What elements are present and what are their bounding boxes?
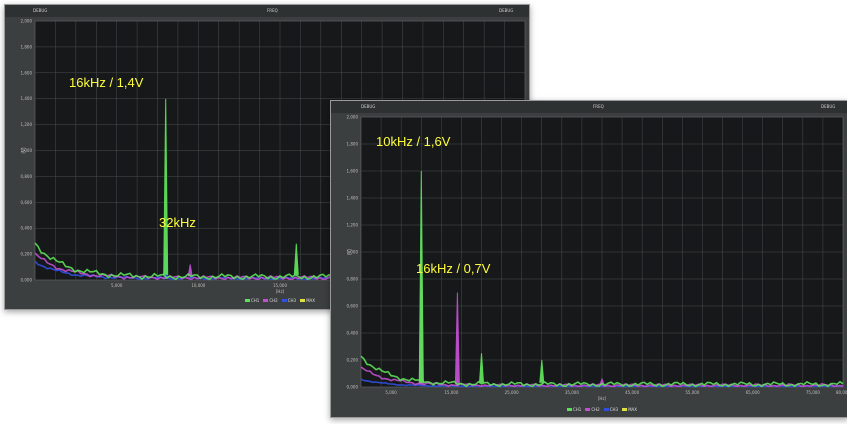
legend-item: CH2 [263,298,278,303]
y-tick-label: 1,600 [347,169,359,174]
y-tick-label: 0,000 [347,385,359,390]
y-tick-label: 1,000 [21,148,33,153]
title-left-text: DEBUG [33,8,48,13]
legend-left: CH1 CH2 CH3 MAX [245,298,315,303]
x-tick-label: 5,000 [111,283,123,288]
y-tick-label: 0,600 [21,200,33,205]
y-tick-label: 0,800 [347,277,359,282]
y-tick-label: 1,200 [347,223,359,228]
peak-mark [163,98,169,275]
y-tick-label: 0,400 [21,226,33,231]
legend-swatch [281,299,287,302]
y-axis-label: [V] [347,249,352,255]
peak-mark [454,292,460,385]
x-tick-label: 5,000 [385,390,397,395]
legend-swatch [300,299,306,302]
legend-item: CH3 [281,298,297,303]
x-tick-label: 55,000 [685,390,699,395]
annotation-16khz-left: 16kHz / 1,4V [69,75,144,90]
legend-swatch [567,408,572,411]
legend-label: CH1 [573,407,582,412]
legend-right: CH1 CH2 CH3 MAX [567,407,637,412]
legend-item: CH3 [603,407,619,412]
spectrum-window-right: DEBUG FREQ DEBUG 0,000 0,200 0,400 0,600 0,8… [330,100,847,418]
y-tick-label: 1,800 [21,44,33,49]
legend-item: CH2 [585,407,600,412]
peak-mark [187,264,193,277]
x-tick-label: 35,000 [565,390,579,395]
x-tick-label: 15,000 [273,283,287,288]
title-center-text: FREQ [267,8,278,13]
x-axis-label: [Hz] [598,396,607,401]
legend-swatch [245,299,250,302]
peak-mark [479,353,484,383]
annotation-16khz-right: 16kHz / 0,7V [416,261,491,276]
legend-label: CH2 [591,407,600,412]
y-tick-label: 1,400 [21,96,33,101]
y-tick-label: 1,000 [347,250,359,255]
peak-mark [539,359,545,383]
title-left-text: DEBUG [361,104,376,109]
spectrum-plot-right: 0,000 0,200 0,400 0,600 0,800 1,000 1,200 1,400… [347,115,847,402]
title-center-text: FREQ [593,104,604,109]
legend-swatch [603,408,609,411]
legend-label: MAX [306,298,316,303]
x-tick-label: 75,000 [806,390,820,395]
peak-mark [418,170,424,383]
x-tick-label: 80,000 [836,390,847,395]
series-line-ch1 [360,355,844,388]
y-tick-label: 0,200 [21,252,33,257]
y-tick-label: 0,600 [347,304,359,309]
y-tick-label: 1,200 [21,122,33,127]
y-tick-label: 2,000 [21,19,33,24]
legend-label: CH2 [269,298,278,303]
x-tick-label: 65,000 [746,390,760,395]
legend-swatch [622,408,628,411]
legend-label: CH1 [251,298,260,303]
x-tick-label: 45,000 [625,390,639,395]
y-tick-label: 0,400 [347,331,359,336]
titlebar-right: DEBUG FREQ DEBUG [331,101,847,113]
legend-swatch [263,299,269,302]
title-right-text: DEBUG [821,104,836,109]
x-tick-label: 10,000 [191,283,205,288]
legend-swatch [585,408,591,411]
y-tick-label: 1,400 [347,196,359,201]
x-axis-label: [Hz] [276,289,285,294]
y-tick-label: 2,000 [347,115,359,120]
peak-mark [599,377,605,385]
legend-item: MAX [622,407,637,412]
x-tick-label: 25,000 [505,390,519,395]
legend-label: CH3 [287,298,297,303]
peak-mark [293,243,299,275]
titlebar-left: DEBUG FREQ DEBUG [5,5,529,17]
annotation-10khz: 10kHz / 1,6V [376,134,451,149]
y-tick-label: 0,800 [21,174,33,179]
y-tick-label: 1,600 [21,70,33,75]
legend-label: CH3 [609,407,619,412]
legend-label: MAX [628,407,638,412]
y-tick-label: 1,800 [347,142,359,147]
annotation-32khz: 32kHz [159,215,196,230]
title-right-text: DEBUG [499,8,514,13]
y-tick-label: 0,000 [21,278,33,283]
y-axis-label: [V] [21,147,26,153]
x-tick-label: 15,000 [444,390,458,395]
legend-item: MAX [300,298,315,303]
legend-item: CH1 [245,298,259,303]
legend-item: CH1 [567,407,581,412]
y-tick-label: 0,200 [347,358,359,363]
